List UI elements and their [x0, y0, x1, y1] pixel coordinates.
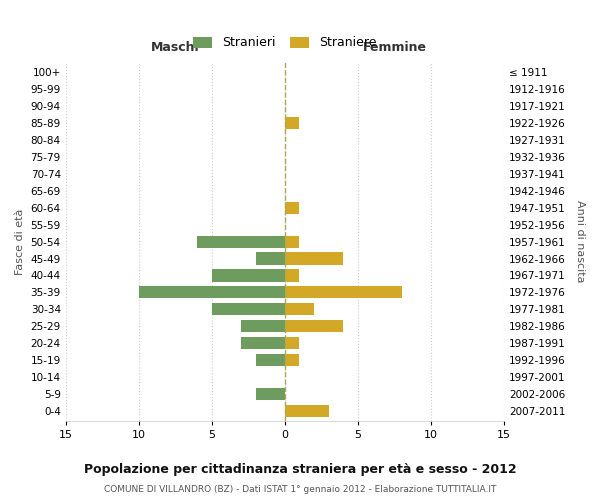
Bar [212, 270, 285, 281]
Y-axis label: Anni di nascita: Anni di nascita [575, 200, 585, 283]
Bar [139, 286, 285, 298]
Bar [285, 286, 401, 298]
Bar [256, 354, 285, 366]
Bar [241, 320, 285, 332]
Text: Popolazione per cittadinanza straniera per età e sesso - 2012: Popolazione per cittadinanza straniera p… [83, 462, 517, 475]
Legend: Stranieri, Straniere: Stranieri, Straniere [190, 32, 380, 53]
Bar [285, 202, 299, 214]
Bar [285, 404, 329, 417]
Bar [256, 252, 285, 264]
Text: Femmine: Femmine [362, 41, 427, 54]
Bar [241, 337, 285, 349]
Bar [256, 388, 285, 400]
Bar [212, 303, 285, 316]
Bar [285, 354, 299, 366]
Text: COMUNE DI VILLANDRO (BZ) - Dati ISTAT 1° gennaio 2012 - Elaborazione TUTTITALIA.: COMUNE DI VILLANDRO (BZ) - Dati ISTAT 1°… [104, 486, 496, 494]
Bar [285, 270, 299, 281]
Bar [197, 236, 285, 248]
Bar [285, 236, 299, 248]
Bar [285, 337, 299, 349]
Bar [285, 303, 314, 316]
Y-axis label: Fasce di età: Fasce di età [15, 208, 25, 275]
Bar [285, 320, 343, 332]
Bar [285, 117, 299, 130]
Bar [285, 252, 343, 264]
Text: Maschi: Maschi [151, 41, 200, 54]
